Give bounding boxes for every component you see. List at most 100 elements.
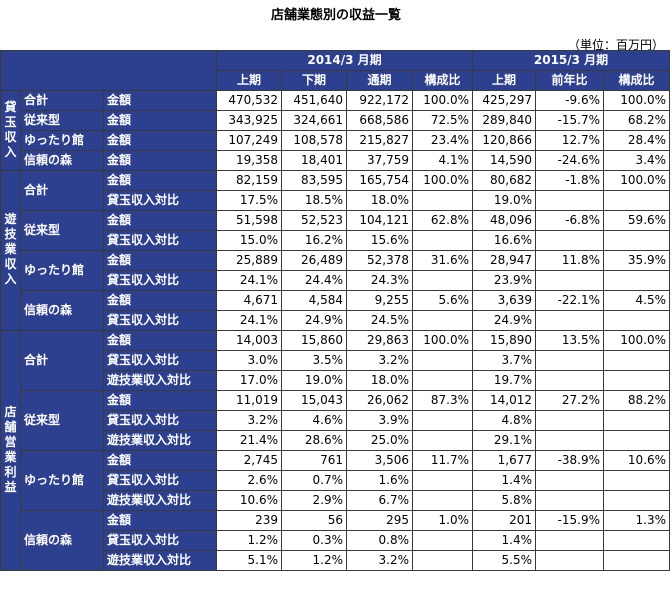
table-cell: 19,358 (216, 150, 283, 171)
table-cell: 1.6% (346, 470, 414, 491)
table-cell: 0.8% (346, 530, 414, 551)
table-cell: -1.8% (535, 170, 605, 191)
table-cell: 88.2% (603, 390, 671, 411)
table-cell: 28.6% (281, 430, 348, 451)
table-cell: 3.2% (346, 550, 414, 571)
table-cell: 24.3% (346, 270, 414, 291)
table-cell: 3,639 (472, 290, 537, 311)
table-cell: 16.6% (472, 230, 537, 251)
table-row: 遊技業収入対比 5.1% 1.2% 3.2% 5.5% (1, 550, 671, 571)
table-cell: 104,121 (346, 210, 414, 231)
table-cell: -24.6% (535, 150, 605, 171)
table-cell: 100.0% (603, 170, 671, 191)
table-cell: 19.0% (281, 370, 348, 391)
segment-total: 合計 (20, 330, 104, 391)
col-h1-2014: 上期 (216, 70, 283, 91)
table-cell (603, 530, 671, 551)
table-cell: 11.8% (535, 250, 605, 271)
table-cell: 83,595 (281, 170, 348, 191)
table-cell: 18.0% (346, 370, 414, 391)
table-cell: 100.0% (412, 90, 474, 111)
table-cell: 1,677 (472, 450, 537, 471)
table-cell: 23.9% (472, 270, 537, 291)
metric-amount: 金額 (102, 170, 218, 191)
table-cell (603, 190, 671, 211)
table-cell (535, 550, 605, 571)
table-cell (535, 470, 605, 491)
segment-conventional: 従来型 (20, 390, 104, 451)
table-cell: 425,297 (472, 90, 537, 111)
table-cell: 0.3% (281, 530, 348, 551)
table-cell: 68.2% (603, 110, 671, 131)
table-cell: 2.6% (216, 470, 283, 491)
table-cell (535, 310, 605, 331)
table-row: 貸玉収入対比 17.5% 18.5% 18.0% 19.0% (1, 190, 671, 211)
table-cell: 108,578 (281, 130, 348, 151)
table-cell: 4.8% (472, 410, 537, 431)
table-cell: 12.7% (535, 130, 605, 151)
table-cell: 80,682 (472, 170, 537, 191)
table-cell: 15,860 (281, 330, 348, 351)
table-cell: 107,249 (216, 130, 283, 151)
table-cell: 1.2% (281, 550, 348, 571)
table-cell (603, 270, 671, 291)
table-cell: 14,590 (472, 150, 537, 171)
table-cell: 3.2% (346, 350, 414, 371)
table-cell: 11,019 (216, 390, 283, 411)
metric-ratio-lending: 貸玉収入対比 (102, 410, 218, 431)
table-cell: 52,523 (281, 210, 348, 231)
table-cell: 4,584 (281, 290, 348, 311)
table-cell (412, 430, 474, 451)
table-cell: 4.5% (603, 290, 671, 311)
col-yoy-2015: 前年比 (535, 70, 605, 91)
table-row: 従来型 金額 343,925 324,661 668,586 72.5% 289,840 -1… (1, 110, 671, 131)
table-row: 貸玉収入対比 1.2% 0.3% 0.8% 1.4% (1, 530, 671, 551)
table-cell: 3,506 (346, 450, 414, 471)
table-cell: 37,759 (346, 150, 414, 171)
segment-conventional: 従来型 (20, 210, 104, 251)
col-share-2015: 構成比 (603, 70, 671, 91)
table-row: 貸玉収入対比 15.0% 16.2% 15.6% 16.6% (1, 230, 671, 251)
table-cell: 17.0% (216, 370, 283, 391)
table-cell: 4.6% (281, 410, 348, 431)
table-cell (412, 470, 474, 491)
table-cell: 29.1% (472, 430, 537, 451)
table-cell: 1.4% (472, 530, 537, 551)
table-row: 貸玉収入対比 3.0% 3.5% 3.2% 3.7% (1, 350, 671, 371)
table-cell: 18,401 (281, 150, 348, 171)
table-cell: 24.9% (472, 310, 537, 331)
table-cell: 19.0% (472, 190, 537, 211)
table-cell: 215,827 (346, 130, 414, 151)
table-cell: 5.8% (472, 490, 537, 511)
table-cell (535, 270, 605, 291)
metric-ratio-lending: 貸玉収入対比 (102, 470, 218, 491)
table-cell: 100.0% (603, 90, 671, 111)
table-cell: 100.0% (412, 170, 474, 191)
segment-yuttarikan: ゆったり館 (20, 130, 104, 151)
segment-yuttarikan: ゆったり館 (20, 250, 104, 291)
group-label: 遊技業収入 (4, 212, 17, 286)
table-cell: 1.4% (472, 470, 537, 491)
table-cell: 2.9% (281, 490, 348, 511)
table-cell (603, 490, 671, 511)
group-label: 店舗営業利益 (4, 404, 17, 494)
table-cell: 10.6% (603, 450, 671, 471)
table-cell: -15.7% (535, 110, 605, 131)
group-lending-revenue: 貸玉収入 (0, 90, 21, 171)
group-gaming-revenue: 遊技業収入 (0, 170, 21, 331)
table-cell (535, 490, 605, 511)
table-cell: 24.1% (216, 270, 283, 291)
metric-amount: 金額 (102, 510, 218, 531)
table-cell (535, 190, 605, 211)
table-cell: 289,840 (472, 110, 537, 131)
table-cell: 10.6% (216, 490, 283, 511)
table-cell: 15.6% (346, 230, 414, 251)
table-cell: 0.7% (281, 470, 348, 491)
table-cell (603, 370, 671, 391)
table-cell: 343,925 (216, 110, 283, 131)
metric-amount: 金額 (102, 210, 218, 231)
metric-ratio-lending: 貸玉収入対比 (102, 310, 218, 331)
table-cell: 31.6% (412, 250, 474, 271)
table-cell: 26,489 (281, 250, 348, 271)
table-cell: 56 (281, 510, 348, 531)
